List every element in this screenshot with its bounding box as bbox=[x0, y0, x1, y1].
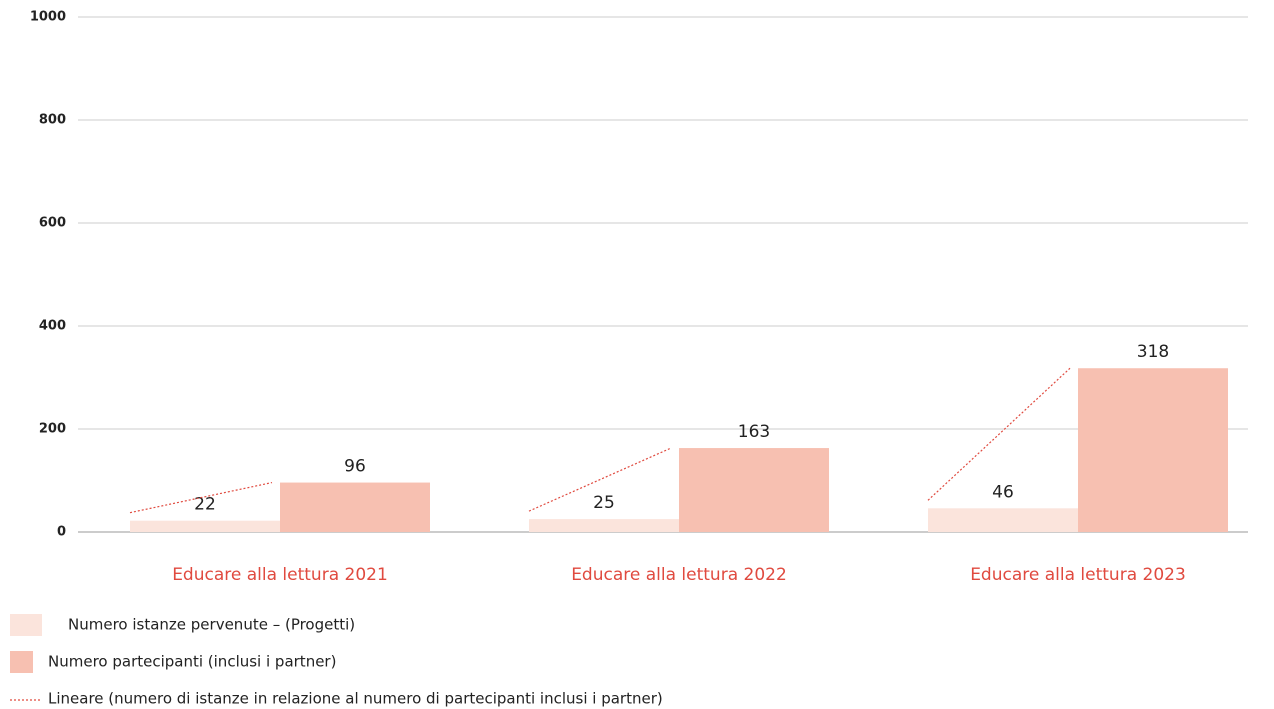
y-tick-label: 800 bbox=[39, 113, 66, 128]
legend-swatch bbox=[10, 651, 33, 673]
value-label: 96 bbox=[344, 457, 366, 477]
bar bbox=[679, 448, 829, 532]
bar bbox=[529, 519, 679, 532]
trendline bbox=[528, 447, 672, 512]
x-tick-label: Educare alla lettura 2022 bbox=[571, 565, 787, 585]
value-label: 22 bbox=[194, 495, 216, 515]
legend-label: Lineare (numero di istanze in relazione … bbox=[48, 690, 663, 708]
y-tick-label: 200 bbox=[39, 422, 66, 437]
trendline bbox=[129, 481, 273, 514]
value-label: 318 bbox=[1137, 342, 1169, 362]
bar bbox=[280, 482, 430, 532]
value-label: 163 bbox=[738, 422, 770, 442]
value-label: 25 bbox=[593, 493, 615, 513]
bar bbox=[1078, 368, 1228, 532]
trendline bbox=[927, 367, 1071, 501]
y-tick-label: 600 bbox=[39, 216, 66, 231]
x-tick-label: Educare alla lettura 2023 bbox=[970, 565, 1186, 585]
bar bbox=[928, 508, 1078, 532]
bar bbox=[130, 520, 280, 532]
y-tick-label: 0 bbox=[57, 525, 66, 540]
legend-label: Numero partecipanti (inclusi i partner) bbox=[48, 653, 336, 671]
legend-swatch bbox=[10, 614, 42, 636]
x-tick-label: Educare alla lettura 2021 bbox=[172, 565, 388, 585]
y-tick-label: 1000 bbox=[30, 10, 66, 25]
legend-label: Numero istanze pervenute – (Progetti) bbox=[68, 616, 355, 634]
y-tick-label: 400 bbox=[39, 319, 66, 334]
value-label: 46 bbox=[992, 482, 1014, 502]
